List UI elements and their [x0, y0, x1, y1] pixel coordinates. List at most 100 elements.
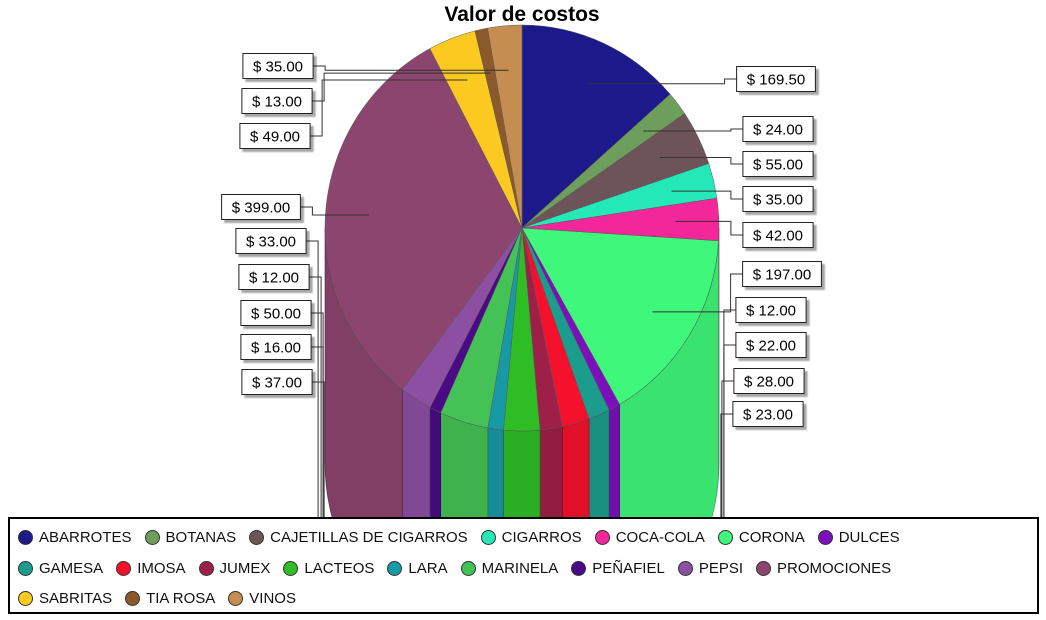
data-label-sabritas: $ 49.00 [239, 123, 311, 149]
legend-item-sabritas: SABRITAS [18, 587, 112, 609]
legend-label: DULCES [838, 528, 900, 546]
data-label-promociones: $ 399.00 [221, 194, 301, 220]
legend-label: JUMEX [219, 559, 271, 577]
data-label-text: $ 12.00 [249, 270, 299, 287]
data-label-box [735, 332, 807, 358]
legend-item-imosa: IMOSA [116, 557, 186, 579]
legend-swatch [817, 529, 833, 545]
data-label-cajetillas-de-cigarros: $ 55.00 [742, 151, 814, 177]
legend: ABARROTES BOTANAS CAJETILLAS DE CIGARROS CI… [8, 517, 1039, 614]
legend-swatch [283, 560, 299, 576]
legend-swatch [249, 529, 265, 545]
data-label-botanas: $ 24.00 [742, 116, 814, 142]
data-label-text: $ 16.00 [251, 340, 301, 357]
leader-imosa [721, 380, 734, 520]
pie-slice-abarrotes [521, 24, 671, 229]
legend-item-tia-rosa: TIA ROSA [125, 587, 215, 609]
legend-swatch [571, 560, 587, 576]
legend-swatch [18, 590, 33, 606]
data-label-box [241, 88, 313, 114]
legend-label: LACTEOS [304, 559, 375, 577]
legend-label: COCA-COLA [615, 528, 705, 546]
legend-label: BOTANAS [165, 528, 237, 546]
legend-swatch [125, 590, 141, 606]
pie-side-jumex [539, 426, 563, 520]
legend-row: ABARROTES BOTANAS CAJETILLAS DE CIGARROS CI… [18, 526, 913, 548]
data-label-text: $ 24.00 [753, 122, 803, 139]
data-label-box [242, 53, 314, 79]
legend-label: PEÑAFIEL [592, 559, 665, 577]
legend-item-jumex: JUMEX [198, 557, 271, 579]
data-label-box [735, 297, 807, 323]
data-label-box [241, 369, 313, 395]
legend-swatch [198, 560, 214, 576]
pie-side-dulces [608, 403, 620, 520]
data-label-box [238, 264, 310, 290]
legend-label: IMOSA [137, 559, 186, 577]
data-label-marinela: $ 50.00 [240, 300, 312, 326]
data-label-lara: $ 16.00 [240, 334, 312, 360]
leader-promociones [300, 206, 369, 216]
data-labels: $ 169.50 $ 24.00 $ 55.00 $ 35.00 $ 42.00 $ 19… [221, 53, 822, 427]
legend-item-coca-cola: COCA-COLA [594, 526, 705, 548]
legend-label: LARA [408, 559, 448, 577]
leader-corona [652, 273, 743, 313]
legend-label: CORONA [738, 528, 805, 546]
pie-side-lara [487, 427, 504, 520]
pie-slice-promociones [324, 48, 523, 390]
data-label-box [732, 401, 804, 427]
data-label-text: $ 49.00 [250, 129, 300, 146]
data-label-text: $ 23.00 [743, 407, 793, 424]
legend-label: GAMESA [39, 559, 104, 577]
data-label-text: $ 22.00 [746, 338, 796, 355]
legend-item-gamesa: GAMESA [18, 557, 103, 579]
legend-label: CIGARROS [501, 528, 582, 546]
legend-label: PEPSI [698, 559, 743, 577]
pie-side-marinela [440, 412, 489, 520]
legend-row: SABRITAS TIA ROSA VINOS [18, 587, 309, 609]
legend-item-corona: CORONA [717, 526, 805, 548]
legend-swatch [387, 560, 403, 576]
data-label-text: $ 169.50 [747, 72, 805, 89]
data-label-tia-rosa: $ 13.00 [241, 88, 313, 114]
data-label-box [240, 300, 312, 326]
legend-item-pepsi: PEPSI [677, 557, 743, 579]
legend-item-abarrotes: ABARROTES [18, 526, 132, 548]
legend-item-penafiel: PEÑAFIEL [571, 557, 665, 579]
data-label-box [221, 194, 301, 220]
data-label-box [240, 334, 312, 360]
data-label-pepsi: $ 33.00 [235, 228, 307, 254]
pie-sides [324, 227, 720, 520]
chart-title: Valor de costos [444, 3, 599, 26]
legend-swatch [18, 560, 33, 576]
legend-item-cajetillas-de-cigarros: CAJETILLAS DE CIGARROS [249, 526, 468, 548]
pie-chart: Valor de costos $ 169.50$ 24.00$ 55.00$ … [221, 3, 822, 520]
legend-swatch [116, 560, 132, 576]
data-label-text: $ 35.00 [253, 59, 303, 76]
legend-label: CAJETILLAS DE CIGARROS [270, 528, 468, 546]
leader-pepsi [306, 240, 319, 520]
legend-label: PROMOCIONES [777, 559, 892, 577]
legend-label: VINOS [249, 589, 296, 607]
pie-side-lacteos [503, 429, 541, 520]
data-label-penafiel: $ 12.00 [238, 264, 310, 290]
legend-row: GAMESA IMOSA JUMEX LACTEOS LARA MARINELA PEÑAF… [18, 557, 904, 579]
legend-item-dulces: DULCES [817, 526, 900, 548]
data-label-cigarros: $ 35.00 [742, 186, 814, 212]
legend-swatch [756, 560, 771, 576]
leader-sabritas [310, 79, 468, 137]
data-label-text: $ 28.00 [744, 374, 794, 391]
pie-side-gamesa [588, 409, 610, 520]
data-label-text: $ 42.00 [753, 228, 803, 245]
data-label-box [742, 116, 814, 142]
data-label-text: $ 55.00 [753, 157, 803, 174]
legend-item-vinos: VINOS [228, 587, 296, 609]
data-label-text: $ 35.00 [753, 192, 803, 209]
data-label-text: $ 197.00 [753, 267, 811, 284]
legend-item-lacteos: LACTEOS [283, 557, 374, 579]
data-label-text: $ 399.00 [232, 200, 290, 217]
data-label-lacteos: $ 37.00 [241, 369, 313, 395]
data-label-dulces: $ 12.00 [735, 297, 807, 323]
data-label-vinos: $ 35.00 [242, 53, 314, 79]
leader-penafiel [309, 276, 322, 520]
